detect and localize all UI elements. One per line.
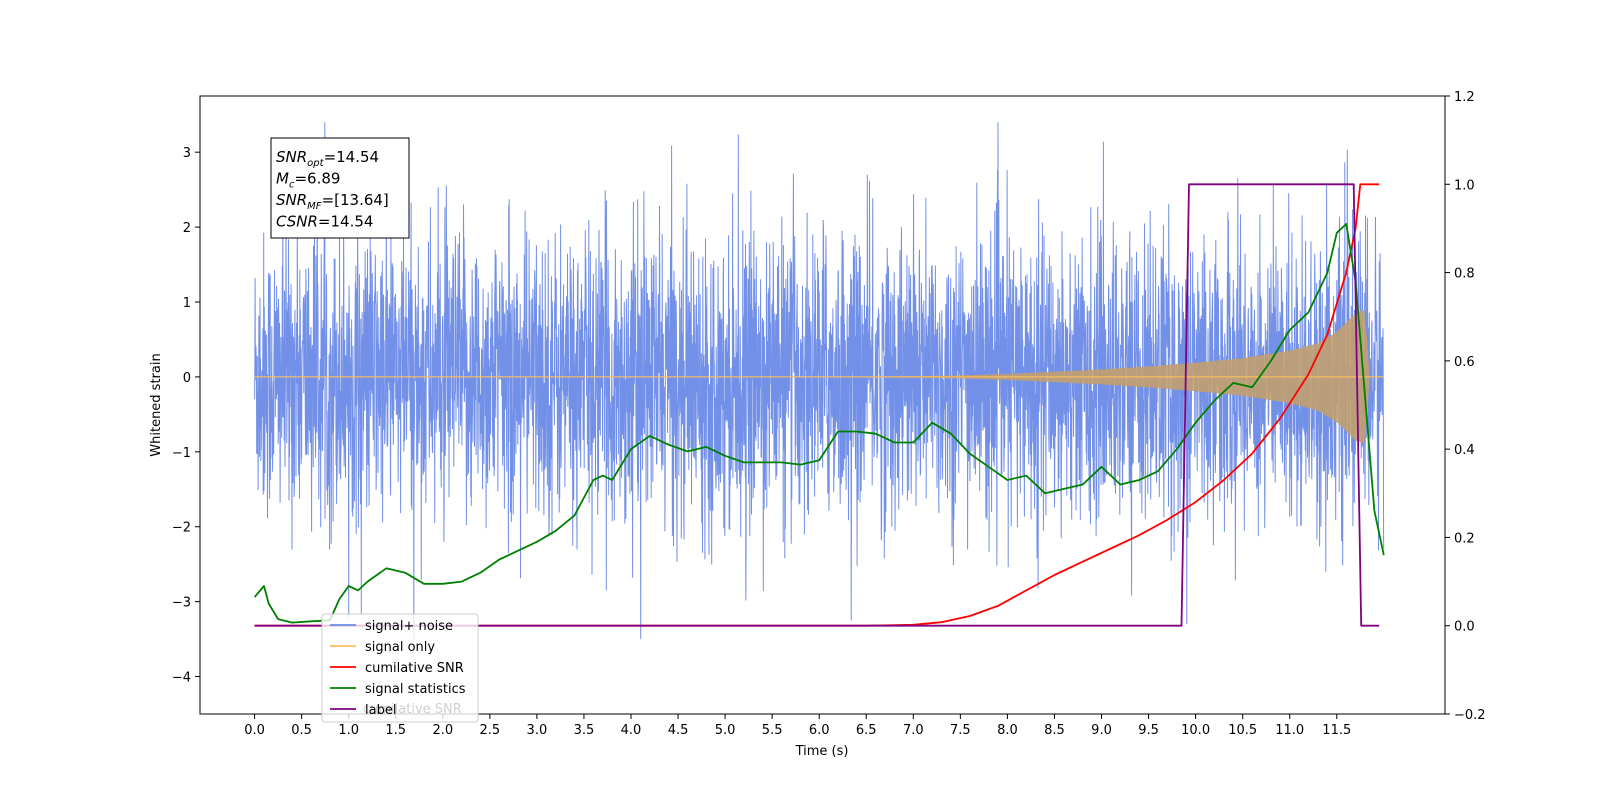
plot-frame bbox=[199, 95, 1446, 715]
x-tick-label: 11.5 bbox=[1322, 723, 1351, 738]
signal-noise-line bbox=[254, 122, 1385, 640]
right-axis-series bbox=[253, 183, 1385, 627]
x-tick-label: 9.0 bbox=[1091, 723, 1112, 738]
y2-tick-label: 0.0 bbox=[1454, 620, 1475, 635]
x-tick-label: 0.0 bbox=[244, 723, 265, 738]
x-tick-label: 5.5 bbox=[762, 723, 783, 738]
info-annotation-box: SNRopt=14.54Mc=6.89SNRMF=[13.64]CSNR=14.… bbox=[270, 137, 410, 239]
x-tick-label: 8.0 bbox=[997, 723, 1018, 738]
info-line: Mc=6.89 bbox=[276, 170, 340, 191]
x-tick-label: 3.5 bbox=[574, 723, 595, 738]
legend-label: signal+ noise bbox=[365, 619, 453, 634]
info-box-frame bbox=[270, 137, 410, 239]
signal-only-series bbox=[254, 309, 1384, 444]
x-tick-label: 6.5 bbox=[856, 723, 877, 738]
x-tick-label: 4.5 bbox=[668, 723, 689, 738]
y-tick-label: −4 bbox=[172, 671, 191, 686]
info-line: CSNR=14.54 bbox=[276, 213, 373, 231]
y-axis-left: −4 −3 −2 −1 0 1 2 3 bbox=[172, 146, 200, 686]
plot-area bbox=[253, 122, 1385, 640]
x-tick-label: 1.0 bbox=[338, 723, 359, 738]
x-tick-label: 7.5 bbox=[950, 723, 971, 738]
y-tick-label: 2 bbox=[183, 221, 191, 236]
y2-tick-label: −0.2 bbox=[1454, 708, 1486, 723]
y-tick-label: 0 bbox=[183, 371, 191, 386]
y2-tick-label: 0.8 bbox=[1454, 267, 1475, 282]
y-tick-label: 3 bbox=[183, 146, 191, 161]
x-tick-label: 0.5 bbox=[291, 723, 312, 738]
y-tick-label: 1 bbox=[183, 296, 191, 311]
x-axis-label: Time (s) bbox=[795, 744, 849, 759]
y-axis-label: Whitened strain bbox=[149, 353, 164, 456]
info-line: SNRMF=[13.64] bbox=[276, 191, 389, 212]
x-tick-label: 2.0 bbox=[432, 723, 453, 738]
signal-noise-series bbox=[254, 122, 1385, 640]
x-tick-label: 5.0 bbox=[715, 723, 736, 738]
y2-tick-label: 1.0 bbox=[1454, 178, 1475, 193]
x-tick-label: 7.0 bbox=[903, 723, 924, 738]
y-axis-right: −0.2 0.0 0.2 0.4 0.6 0.8 1.0 1.2 bbox=[1445, 90, 1486, 723]
legend-label: signal statistics bbox=[365, 682, 466, 697]
y-tick-label: −2 bbox=[172, 521, 191, 536]
x-tick-label: 10.5 bbox=[1228, 723, 1257, 738]
x-tick-label: 11.0 bbox=[1275, 723, 1304, 738]
legend-label: cumilative SNR bbox=[365, 661, 464, 676]
legend-label: label bbox=[365, 703, 396, 718]
legend-frame bbox=[321, 613, 479, 723]
y2-tick-label: 0.4 bbox=[1454, 443, 1475, 458]
y2-tick-label: 1.2 bbox=[1454, 90, 1475, 105]
y2-tick-label: 0.6 bbox=[1454, 355, 1475, 370]
y-tick-label: −3 bbox=[172, 596, 191, 611]
legend: cumilative SNR signal+ noise signal only c… bbox=[321, 613, 479, 723]
x-tick-label: 1.5 bbox=[385, 723, 406, 738]
x-tick-label: 10.0 bbox=[1181, 723, 1210, 738]
x-tick-label: 2.5 bbox=[479, 723, 500, 738]
x-tick-label: 8.5 bbox=[1044, 723, 1065, 738]
info-line: SNRopt=14.54 bbox=[276, 148, 379, 169]
x-tick-label: 4.0 bbox=[621, 723, 642, 738]
signal-statistics-line bbox=[253, 223, 1385, 624]
label-line bbox=[254, 183, 1380, 627]
cumilative-snr-line bbox=[254, 183, 1380, 627]
y-tick-label: −1 bbox=[172, 446, 191, 461]
legend-label: signal only bbox=[365, 640, 435, 655]
legend-ghost-text: cumilative SNR bbox=[363, 702, 462, 717]
x-axis: 0.0 0.5 1.0 1.5 2.0 2.5 3.0 3.5 4.0 4.5 5.0 5.5 6.0 6… bbox=[244, 714, 1351, 738]
x-tick-label: 6.0 bbox=[809, 723, 830, 738]
y2-tick-label: 0.2 bbox=[1454, 531, 1475, 546]
x-tick-label: 9.5 bbox=[1138, 723, 1159, 738]
x-tick-label: 3.0 bbox=[527, 723, 548, 738]
